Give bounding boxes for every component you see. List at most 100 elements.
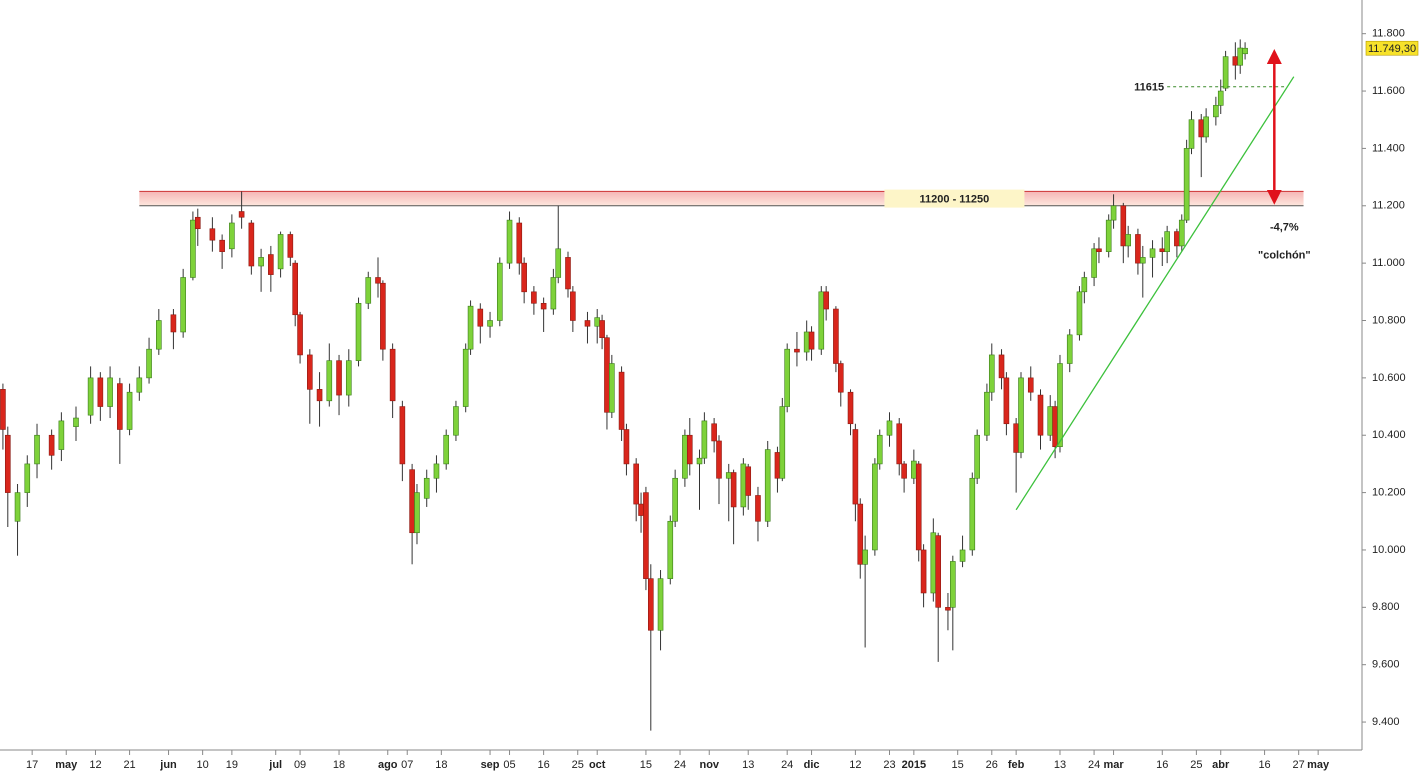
x-tick-label: ago bbox=[378, 759, 398, 771]
candle-body bbox=[462, 348, 469, 407]
x-tick-label: 24 bbox=[1088, 759, 1100, 771]
support-label: 11615 bbox=[1134, 82, 1164, 94]
candle-body bbox=[219, 239, 225, 252]
candle-body bbox=[258, 257, 264, 267]
candle-body bbox=[146, 348, 152, 379]
candle-body bbox=[794, 348, 800, 353]
candle-body bbox=[24, 463, 31, 493]
x-tick-label: 09 bbox=[294, 759, 306, 771]
candle-body bbox=[847, 391, 854, 425]
candle-body bbox=[1183, 148, 1190, 221]
candle-body bbox=[570, 291, 576, 321]
candle-body bbox=[414, 492, 420, 534]
x-tick-label: 25 bbox=[572, 759, 584, 771]
candle-body bbox=[73, 417, 79, 427]
y-tick-label: 11.800 bbox=[1372, 28, 1405, 40]
candle-body bbox=[1213, 105, 1219, 118]
y-tick-label: 9.600 bbox=[1372, 659, 1400, 671]
candle-body bbox=[1027, 377, 1034, 393]
x-tick-label: 16 bbox=[1156, 759, 1168, 771]
x-tick-label: 17 bbox=[26, 759, 38, 771]
y-tick-label: 11.000 bbox=[1372, 257, 1405, 269]
candle-body bbox=[623, 429, 630, 465]
x-tick-label: nov bbox=[699, 759, 719, 771]
candle-body bbox=[599, 320, 605, 339]
candle-body bbox=[823, 291, 829, 310]
candle-body bbox=[1242, 47, 1248, 55]
candle-body bbox=[876, 434, 883, 465]
x-tick-label: 25 bbox=[1190, 759, 1202, 771]
x-tick-label: 24 bbox=[781, 759, 793, 771]
candle-body bbox=[862, 549, 868, 565]
candle-body bbox=[998, 354, 1005, 379]
y-tick-label: 11.200 bbox=[1372, 200, 1405, 212]
candle-body bbox=[682, 434, 688, 479]
x-tick-label: 13 bbox=[1054, 759, 1066, 771]
candle-body bbox=[229, 222, 235, 250]
candle-body bbox=[643, 492, 649, 579]
candle-body bbox=[1105, 219, 1112, 252]
candle-body bbox=[87, 377, 94, 416]
candle-body bbox=[0, 389, 6, 430]
candle-body bbox=[930, 532, 937, 594]
y-tick-label: 10.000 bbox=[1372, 544, 1406, 556]
candle-body bbox=[808, 331, 815, 350]
candle-body bbox=[974, 434, 980, 479]
candle-body bbox=[1096, 248, 1102, 252]
x-tick-label: 13 bbox=[742, 759, 754, 771]
candle-body bbox=[901, 463, 907, 479]
x-tick-label: 19 bbox=[226, 759, 238, 771]
candle-body bbox=[872, 463, 878, 551]
candle-body bbox=[618, 371, 625, 430]
candle-body bbox=[740, 463, 747, 508]
candle-body bbox=[701, 420, 708, 459]
candle-body bbox=[784, 348, 790, 407]
x-tick-label: mar bbox=[1103, 759, 1124, 771]
x-tick-label: may bbox=[55, 759, 78, 771]
candle-body bbox=[34, 434, 40, 465]
candle-body bbox=[336, 360, 342, 396]
x-tick-label: dic bbox=[804, 759, 820, 771]
candle-body bbox=[506, 219, 513, 264]
candle-body bbox=[686, 434, 693, 465]
candle-body bbox=[1125, 234, 1131, 247]
candle-body bbox=[803, 331, 810, 353]
candle-body bbox=[297, 314, 303, 356]
candle-body bbox=[833, 308, 839, 364]
candle-body bbox=[190, 219, 196, 278]
candle-body bbox=[345, 360, 352, 396]
candle-body bbox=[647, 578, 654, 631]
candle-body bbox=[779, 406, 786, 479]
resistance-band bbox=[139, 191, 1304, 206]
candle-body bbox=[375, 277, 381, 284]
candle-body bbox=[1110, 205, 1117, 221]
x-tick-label: 26 bbox=[986, 759, 998, 771]
candle-body bbox=[1217, 90, 1224, 106]
x-tick-label: 2015 bbox=[902, 759, 926, 771]
candle-body bbox=[911, 460, 917, 479]
band-label: 11200 - 11250 bbox=[920, 194, 990, 206]
y-tick-label: 10.200 bbox=[1372, 487, 1406, 499]
candle-body bbox=[516, 222, 523, 264]
candle-body bbox=[1178, 219, 1185, 247]
candle-body bbox=[453, 406, 459, 436]
y-tick-label: 10.800 bbox=[1372, 314, 1406, 326]
candle-body bbox=[638, 503, 644, 516]
candle-body bbox=[1135, 234, 1141, 264]
candle-body bbox=[1188, 119, 1195, 149]
candle-body bbox=[170, 314, 177, 333]
candle-body bbox=[136, 377, 143, 393]
x-tick-label: 24 bbox=[674, 759, 686, 771]
x-tick-label: 12 bbox=[89, 759, 101, 771]
candle-body bbox=[307, 354, 313, 390]
candle-body bbox=[1037, 394, 1044, 436]
candle-body bbox=[268, 254, 274, 275]
candle-body bbox=[915, 463, 922, 551]
x-tick-label: jun bbox=[159, 759, 177, 771]
candle-body bbox=[1003, 377, 1010, 425]
x-tick-label: 18 bbox=[333, 759, 345, 771]
candle-body bbox=[531, 291, 537, 304]
candle-body bbox=[540, 302, 547, 310]
trendline bbox=[1015, 76, 1295, 511]
candle-body bbox=[277, 234, 284, 270]
